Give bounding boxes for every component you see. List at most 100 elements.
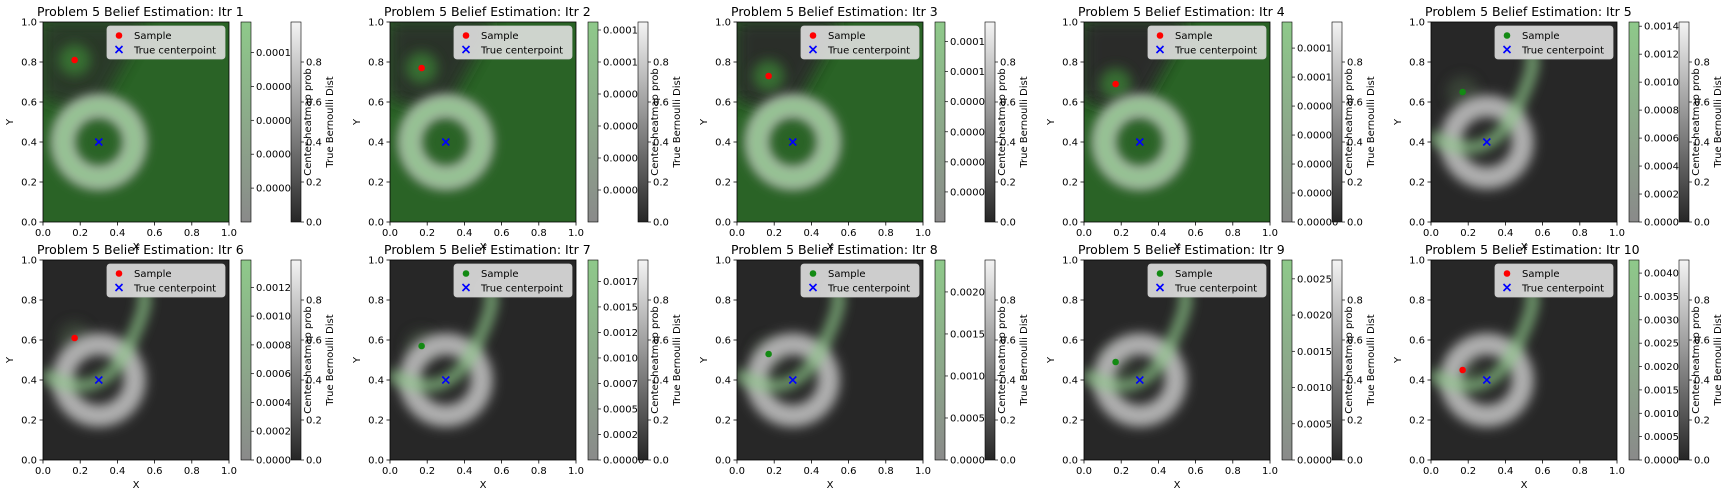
colorbar-bernoulli-tick-label: 0.0 (653, 456, 669, 467)
y-tick-label: 0.2 (1409, 416, 1425, 427)
colorbar-heat-tick-label: 0.0010 (1297, 383, 1332, 394)
true-centerpoint-marker (441, 375, 450, 385)
colorbar-bernoulli-tick-label: 0.0 (1694, 218, 1710, 229)
legend: Sample True centerpoint (453, 25, 573, 60)
x-tick-label: 1.0 (1262, 228, 1278, 239)
legend: Sample True centerpoint (106, 263, 226, 298)
colorbar-heat-tick-label: 0.00002 (603, 186, 644, 197)
true-centerpoint-marker (1482, 137, 1491, 147)
y-tick-label: 0.2 (368, 178, 384, 189)
colorbar-bernoulli-tick-label: 0.6 (1347, 98, 1363, 109)
x-tick-label: 1.0 (221, 466, 237, 477)
colorbar-heat-tick-label: 0.0000 (950, 456, 985, 467)
y-axis-label: Y (1046, 356, 1057, 364)
y-tick-label: 0.0 (21, 218, 37, 229)
y-axis-label: Y (5, 118, 16, 126)
colorbar-heat-tick-label: 0.0005 (950, 413, 985, 424)
colorbar-heat-label: Center heatmap prob (1344, 306, 1355, 413)
colorbar-bernoulli-tick-label: 0.8 (653, 58, 669, 69)
subplot-title: Problem 5 Belief Estimation: Itr 7 (384, 242, 591, 257)
y-tick-label: 0.6 (715, 98, 731, 109)
subplot-3: 0.0 0.2 0.4 0.6 0.8 1.0 0.0 0.2 0.4 0.6 0.8 1.0 X Y Pr… (699, 4, 1030, 253)
x-axis-label: X (1521, 242, 1528, 253)
colorbar-heat-tick-label: 0.00010 (950, 67, 991, 78)
colorbar-bernoulli-tick-label: 0.8 (653, 296, 669, 307)
y-axis-label: Y (5, 356, 16, 364)
y-tick-label: 1.0 (1409, 256, 1425, 267)
legend-label-sample: Sample (481, 31, 519, 42)
legend-centerpoint-marker (1502, 283, 1512, 292)
legend-label-centerpoint: True centerpoint (1174, 46, 1257, 57)
colorbar-bernoulli-tick-label: 0.8 (306, 296, 322, 307)
colorbar-heat-tick-label: 0.00175 (603, 277, 644, 288)
x-axis-label: X (480, 480, 487, 491)
legend: Sample True centerpoint (1147, 25, 1267, 60)
colorbar-heat-tick-label: 0.0008 (256, 340, 291, 351)
x-tick-label: 0.8 (1572, 466, 1588, 477)
colorbar-heat-tick-label: 0.0040 (1644, 269, 1679, 280)
axes-frame (736, 259, 924, 461)
y-tick-label: 0.4 (1062, 376, 1078, 387)
colorbar-heat-tick-label: 0.00050 (603, 404, 644, 415)
colorbar-bernoulli (637, 21, 649, 223)
y-tick-label: 0.4 (368, 376, 384, 387)
legend-centerpoint-marker (808, 283, 818, 292)
colorbar-bernoulli-tick-label: 0.6 (1694, 336, 1710, 347)
y-tick-label: 0.8 (21, 58, 37, 69)
colorbar-heat-tick-label: 0.00025 (603, 430, 644, 441)
x-tick-label: 0.6 (147, 228, 163, 239)
x-axis-label: X (480, 242, 487, 253)
colorbar-heat-label: Center heatmap prob (303, 68, 314, 175)
colorbar-bernoulli-tick-label: 0.6 (1347, 336, 1363, 347)
legend-sample-marker (809, 270, 817, 277)
colorbar-bernoulli-label: True Bernoulli Dist (1713, 76, 1724, 168)
x-tick-label: 0.4 (803, 466, 819, 477)
legend-label-sample: Sample (828, 269, 866, 280)
y-tick-label: 0.8 (715, 296, 731, 307)
axes-frame (389, 259, 577, 461)
y-tick-label: 0.0 (1062, 456, 1078, 467)
legend-sample-marker (115, 32, 123, 39)
x-tick-label: 0.2 (1113, 466, 1129, 477)
legend-box (106, 25, 226, 60)
x-tick-label: 0.0 (382, 228, 398, 239)
colorbar-heat-tick-label: 0.00004 (1297, 160, 1338, 171)
y-tick-label: 1.0 (21, 256, 37, 267)
x-tick-label: 0.6 (494, 228, 510, 239)
colorbar-heat-tick-label: 0.00000 (603, 456, 644, 467)
colorbar-heat-tick-label: 0.00008 (603, 90, 644, 101)
colorbar-bernoulli-tick-label: 0.4 (1347, 138, 1363, 149)
sample-marker (71, 56, 78, 64)
x-tick-label: 0.8 (1225, 228, 1241, 239)
colorbar-heat (240, 21, 252, 223)
legend-label-sample: Sample (1175, 269, 1213, 280)
subplot-9: 0.0 0.2 0.4 0.6 0.8 1.0 0.0 0.2 0.4 0.6 0.8 1.0 X Y Pr… (1046, 242, 1377, 491)
y-tick-label: 0.0 (368, 456, 384, 467)
subplot-5: 0.0 0.2 0.4 0.6 0.8 1.0 0.0 0.2 0.4 0.6 0.8 1.0 X Y Pr… (1393, 4, 1724, 253)
true-centerpoint-marker (94, 375, 103, 385)
colorbar-heat (1281, 21, 1293, 223)
colorbar-bernoulli-label: True Bernoulli Dist (1713, 314, 1724, 406)
colorbar-heat-tick-label: 0.00006 (603, 122, 644, 133)
colorbar-heat-tick-label: 0.00006 (1297, 131, 1338, 142)
colorbar-bernoulli-tick-label: 0.4 (306, 376, 322, 387)
colorbar-heat-tick-label: 0.0000 (1644, 218, 1679, 229)
x-tick-label: 0.6 (1535, 466, 1551, 477)
subplot-10: 0.0 0.2 0.4 0.6 0.8 1.0 0.0 0.2 0.4 0.6 0.8 1.0 X Y Pr… (1393, 242, 1724, 491)
legend-label-sample: Sample (1522, 31, 1560, 42)
legend-box (1494, 263, 1614, 298)
colorbar-bernoulli-tick-label: 0.4 (306, 138, 322, 149)
y-tick-label: 0.2 (1062, 416, 1078, 427)
x-axis-label: X (1174, 480, 1181, 491)
colorbar-bernoulli-label: True Bernoulli Dist (1019, 76, 1030, 168)
x-tick-label: 1.0 (568, 228, 584, 239)
x-tick-label: 0.6 (1188, 466, 1204, 477)
subplot-title: Problem 5 Belief Estimation: Itr 2 (384, 4, 591, 19)
x-tick-label: 0.6 (841, 466, 857, 477)
x-tick-label: 0.4 (109, 228, 125, 239)
y-axis-label: Y (699, 118, 710, 126)
x-tick-label: 0.0 (35, 466, 51, 477)
x-tick-label: 0.0 (1423, 466, 1439, 477)
legend-label-centerpoint: True centerpoint (1521, 284, 1604, 295)
